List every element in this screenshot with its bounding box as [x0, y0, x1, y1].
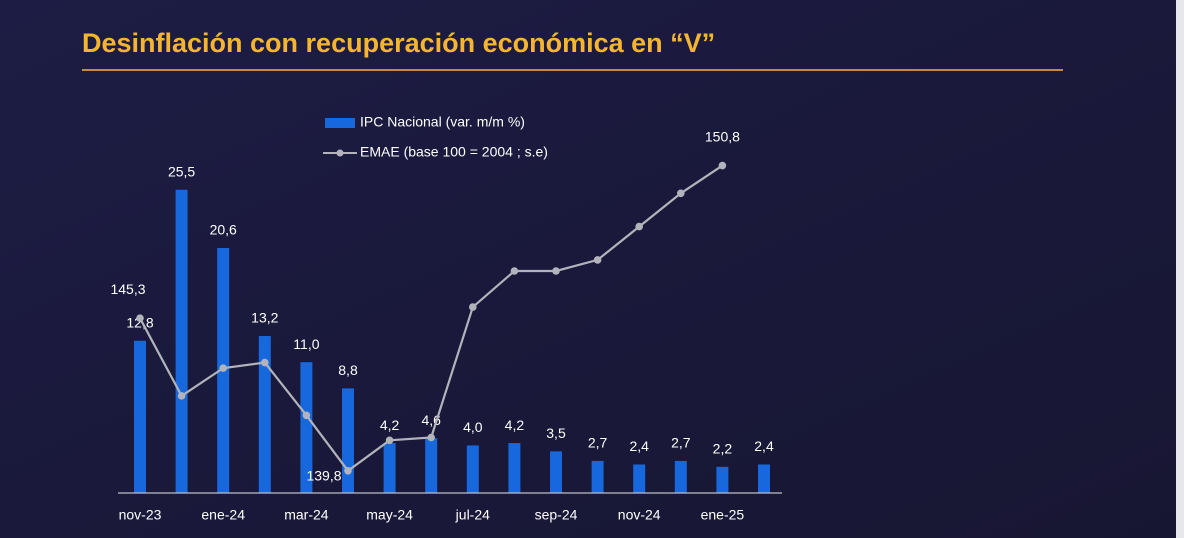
line-point [427, 433, 436, 442]
x-tick-label: mar-24 [284, 507, 329, 523]
x-tick-label: jul-24 [455, 507, 490, 523]
bar [383, 443, 396, 493]
line-point [552, 267, 560, 275]
bar [591, 460, 604, 493]
line-point [718, 161, 727, 170]
data-label: 2,4 [754, 438, 774, 454]
line-point [177, 392, 186, 400]
chart-title: Desinflación con recuperación económica … [82, 28, 715, 58]
bar [633, 464, 646, 493]
data-label: 150,8 [705, 128, 740, 144]
bar [134, 340, 146, 493]
data-label: 4,2 [505, 417, 525, 433]
bar [425, 438, 438, 493]
data-label: 145,3 [110, 281, 145, 297]
bar [466, 445, 479, 493]
bar [175, 189, 188, 493]
edge [1176, 0, 1184, 538]
line-point [635, 222, 643, 231]
x-tick-label: ene-24 [201, 507, 245, 523]
data-label: 8,8 [338, 362, 358, 378]
bar [550, 451, 562, 493]
x-tick-label: nov-24 [618, 507, 661, 523]
line-point [344, 467, 352, 475]
line-point [261, 358, 269, 367]
data-label: 2,4 [629, 438, 649, 454]
data-label: 2,2 [713, 441, 733, 457]
legend-label: IPC Nacional (var. m/m %) [360, 114, 525, 130]
bar [716, 466, 729, 493]
line-point [136, 314, 144, 322]
data-label: 12,8 [126, 314, 153, 330]
line-point [510, 267, 519, 275]
line-point [677, 189, 685, 198]
bar [508, 443, 521, 493]
data-label: 4,2 [380, 417, 400, 433]
data-label: 2,7 [671, 435, 691, 451]
x-tick-label: ene-25 [701, 507, 745, 523]
data-label: 20,6 [210, 222, 237, 238]
data-label: 3,5 [546, 425, 566, 441]
legend-swatch [336, 149, 344, 157]
line-point [593, 256, 602, 264]
x-tick-label: nov-23 [119, 507, 162, 523]
line-point [385, 436, 394, 445]
data-label: 25,5 [168, 163, 195, 179]
bar [342, 388, 354, 493]
data-label: 2,7 [588, 435, 608, 451]
data-label: 13,2 [251, 310, 278, 326]
bar [258, 336, 271, 493]
bar [758, 464, 770, 493]
data-label: 139,8 [306, 468, 341, 484]
x-tick-label: sep-24 [535, 507, 578, 523]
bar [300, 362, 313, 493]
data-label: 4,0 [463, 419, 483, 435]
x-tick-label: may-24 [366, 507, 413, 523]
legend-swatch [325, 118, 355, 128]
legend-label: EMAE (base 100 = 2004 ; s.e) [360, 144, 548, 160]
line-point [219, 364, 227, 372]
bar [674, 460, 687, 493]
line-point [469, 303, 477, 311]
line-point [302, 411, 311, 420]
data-label: 11,0 [293, 336, 319, 352]
